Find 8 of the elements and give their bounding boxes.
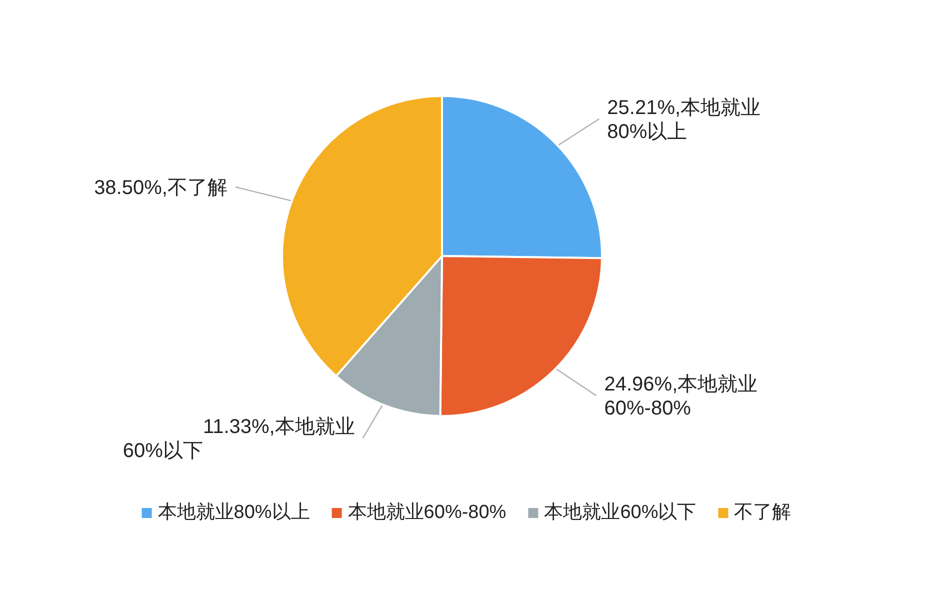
data-label: 11.33%,本地就业60%以下: [122, 416, 355, 462]
legend-label: 本地就业60%-80%: [348, 502, 506, 523]
legend-label: 本地就业60%以下: [544, 502, 696, 523]
legend-label: 本地就业80%以上: [158, 502, 310, 523]
data-label: 25.21%,本地就业80%以上: [607, 96, 761, 143]
legend-label: 不了解: [734, 502, 792, 523]
data-label: 24.96%,本地就业60%-80%: [604, 374, 758, 420]
data-label: 38.50%,不了解: [94, 177, 228, 199]
